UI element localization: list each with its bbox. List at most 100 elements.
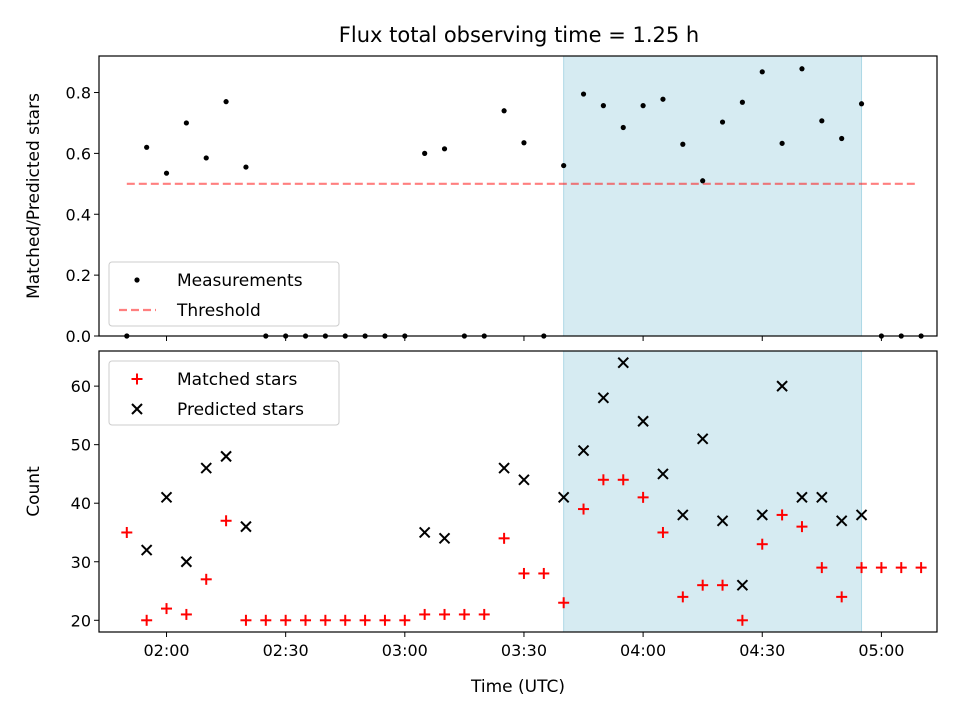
marker-stroke xyxy=(180,556,193,568)
legend-frame xyxy=(108,360,340,426)
axes-frame xyxy=(98,350,938,633)
x-tick-label: 03:00 xyxy=(382,641,428,660)
marker-stroke xyxy=(518,474,530,486)
data-point xyxy=(736,579,749,591)
y-tick-label: 30 xyxy=(71,553,91,572)
data-point xyxy=(836,591,848,603)
data-point xyxy=(637,491,649,503)
data-point xyxy=(220,515,232,527)
data-point xyxy=(141,614,153,626)
data-point xyxy=(759,69,765,75)
data-point xyxy=(816,491,828,504)
data-point xyxy=(756,538,768,550)
data-point xyxy=(518,474,530,486)
data-point xyxy=(776,509,788,521)
y-tick-label: 0.2 xyxy=(66,266,91,285)
data-point xyxy=(458,608,470,620)
marker-stroke xyxy=(200,462,212,474)
y-tick-label: 0.4 xyxy=(66,205,91,224)
marker-stroke xyxy=(677,509,689,521)
marker-stroke xyxy=(796,491,808,504)
data-point xyxy=(441,146,448,152)
x-axis-label: Time (UTC) xyxy=(470,677,565,697)
data-point xyxy=(163,170,170,176)
data-point xyxy=(140,544,153,556)
marker-stroke xyxy=(498,462,510,474)
highlight-span xyxy=(563,350,863,633)
legend-label: Matched stars xyxy=(177,370,297,390)
x-tick-label: 04:00 xyxy=(620,641,666,660)
y-tick-label: 0.8 xyxy=(66,84,91,103)
data-point xyxy=(680,141,686,147)
legend-label: Threshold xyxy=(176,301,261,321)
marker-stroke xyxy=(131,403,143,415)
chart-title: Flux total observing time = 1.25 h xyxy=(339,23,699,47)
data-point xyxy=(696,433,709,445)
data-point xyxy=(677,509,689,521)
data-point xyxy=(858,101,865,107)
marker-stroke xyxy=(418,526,431,539)
marker-stroke xyxy=(240,520,252,533)
legend-swatch xyxy=(131,403,143,415)
data-point xyxy=(521,140,527,146)
data-point xyxy=(580,91,587,97)
data-point xyxy=(736,614,748,626)
data-point xyxy=(597,474,609,486)
data-point xyxy=(756,509,768,521)
data-point xyxy=(220,450,232,463)
data-point xyxy=(223,99,229,105)
data-point xyxy=(203,155,209,161)
y-tick-label: 60 xyxy=(71,377,91,396)
data-point xyxy=(419,608,431,620)
data-point xyxy=(660,96,666,102)
data-point xyxy=(300,614,312,626)
legend: Matched stars Predicted stars xyxy=(108,360,340,426)
marker-stroke xyxy=(220,450,232,463)
data-point xyxy=(418,526,431,539)
data-point xyxy=(620,124,626,131)
data-point xyxy=(359,614,371,626)
x-tick-label: 04:30 xyxy=(739,641,785,660)
data-point xyxy=(518,567,530,579)
legend-swatch xyxy=(131,373,143,385)
y-tick-label: 0.0 xyxy=(66,327,91,346)
data-point xyxy=(339,614,351,626)
data-point xyxy=(379,614,391,626)
legend-frame xyxy=(108,261,340,327)
data-point xyxy=(498,462,510,474)
marker-stroke xyxy=(160,491,173,504)
data-point xyxy=(677,591,689,603)
legend-label: Predicted stars xyxy=(177,400,304,420)
data-point xyxy=(657,468,669,480)
data-point xyxy=(779,140,785,146)
data-point xyxy=(183,120,189,126)
data-point xyxy=(597,392,610,404)
marker-stroke xyxy=(696,433,709,445)
data-point xyxy=(439,608,451,620)
marker-stroke xyxy=(557,491,570,504)
data-point xyxy=(799,66,805,72)
data-point xyxy=(617,357,629,369)
data-point xyxy=(719,119,726,125)
data-point xyxy=(915,562,927,574)
data-point xyxy=(855,509,868,521)
marker-stroke xyxy=(617,357,629,369)
data-point xyxy=(875,562,887,574)
data-point xyxy=(399,614,411,626)
data-point xyxy=(578,503,590,515)
data-point xyxy=(700,178,706,184)
y-tick-label: 40 xyxy=(71,494,91,513)
top-panel-ratio: 0.0 0.2 0.4 0.6 0.8 Matched/Predicted stars Me… xyxy=(24,55,938,346)
marker-stroke xyxy=(438,532,451,545)
marker-stroke xyxy=(657,468,669,480)
data-point xyxy=(280,614,292,626)
data-point xyxy=(538,567,550,579)
marker-stroke xyxy=(140,544,153,556)
data-point xyxy=(121,526,133,538)
y-tick-label: 50 xyxy=(71,436,91,455)
data-point xyxy=(717,579,729,591)
data-point xyxy=(819,118,825,124)
data-point xyxy=(716,515,729,527)
legend: Measurements Threshold xyxy=(108,261,340,327)
